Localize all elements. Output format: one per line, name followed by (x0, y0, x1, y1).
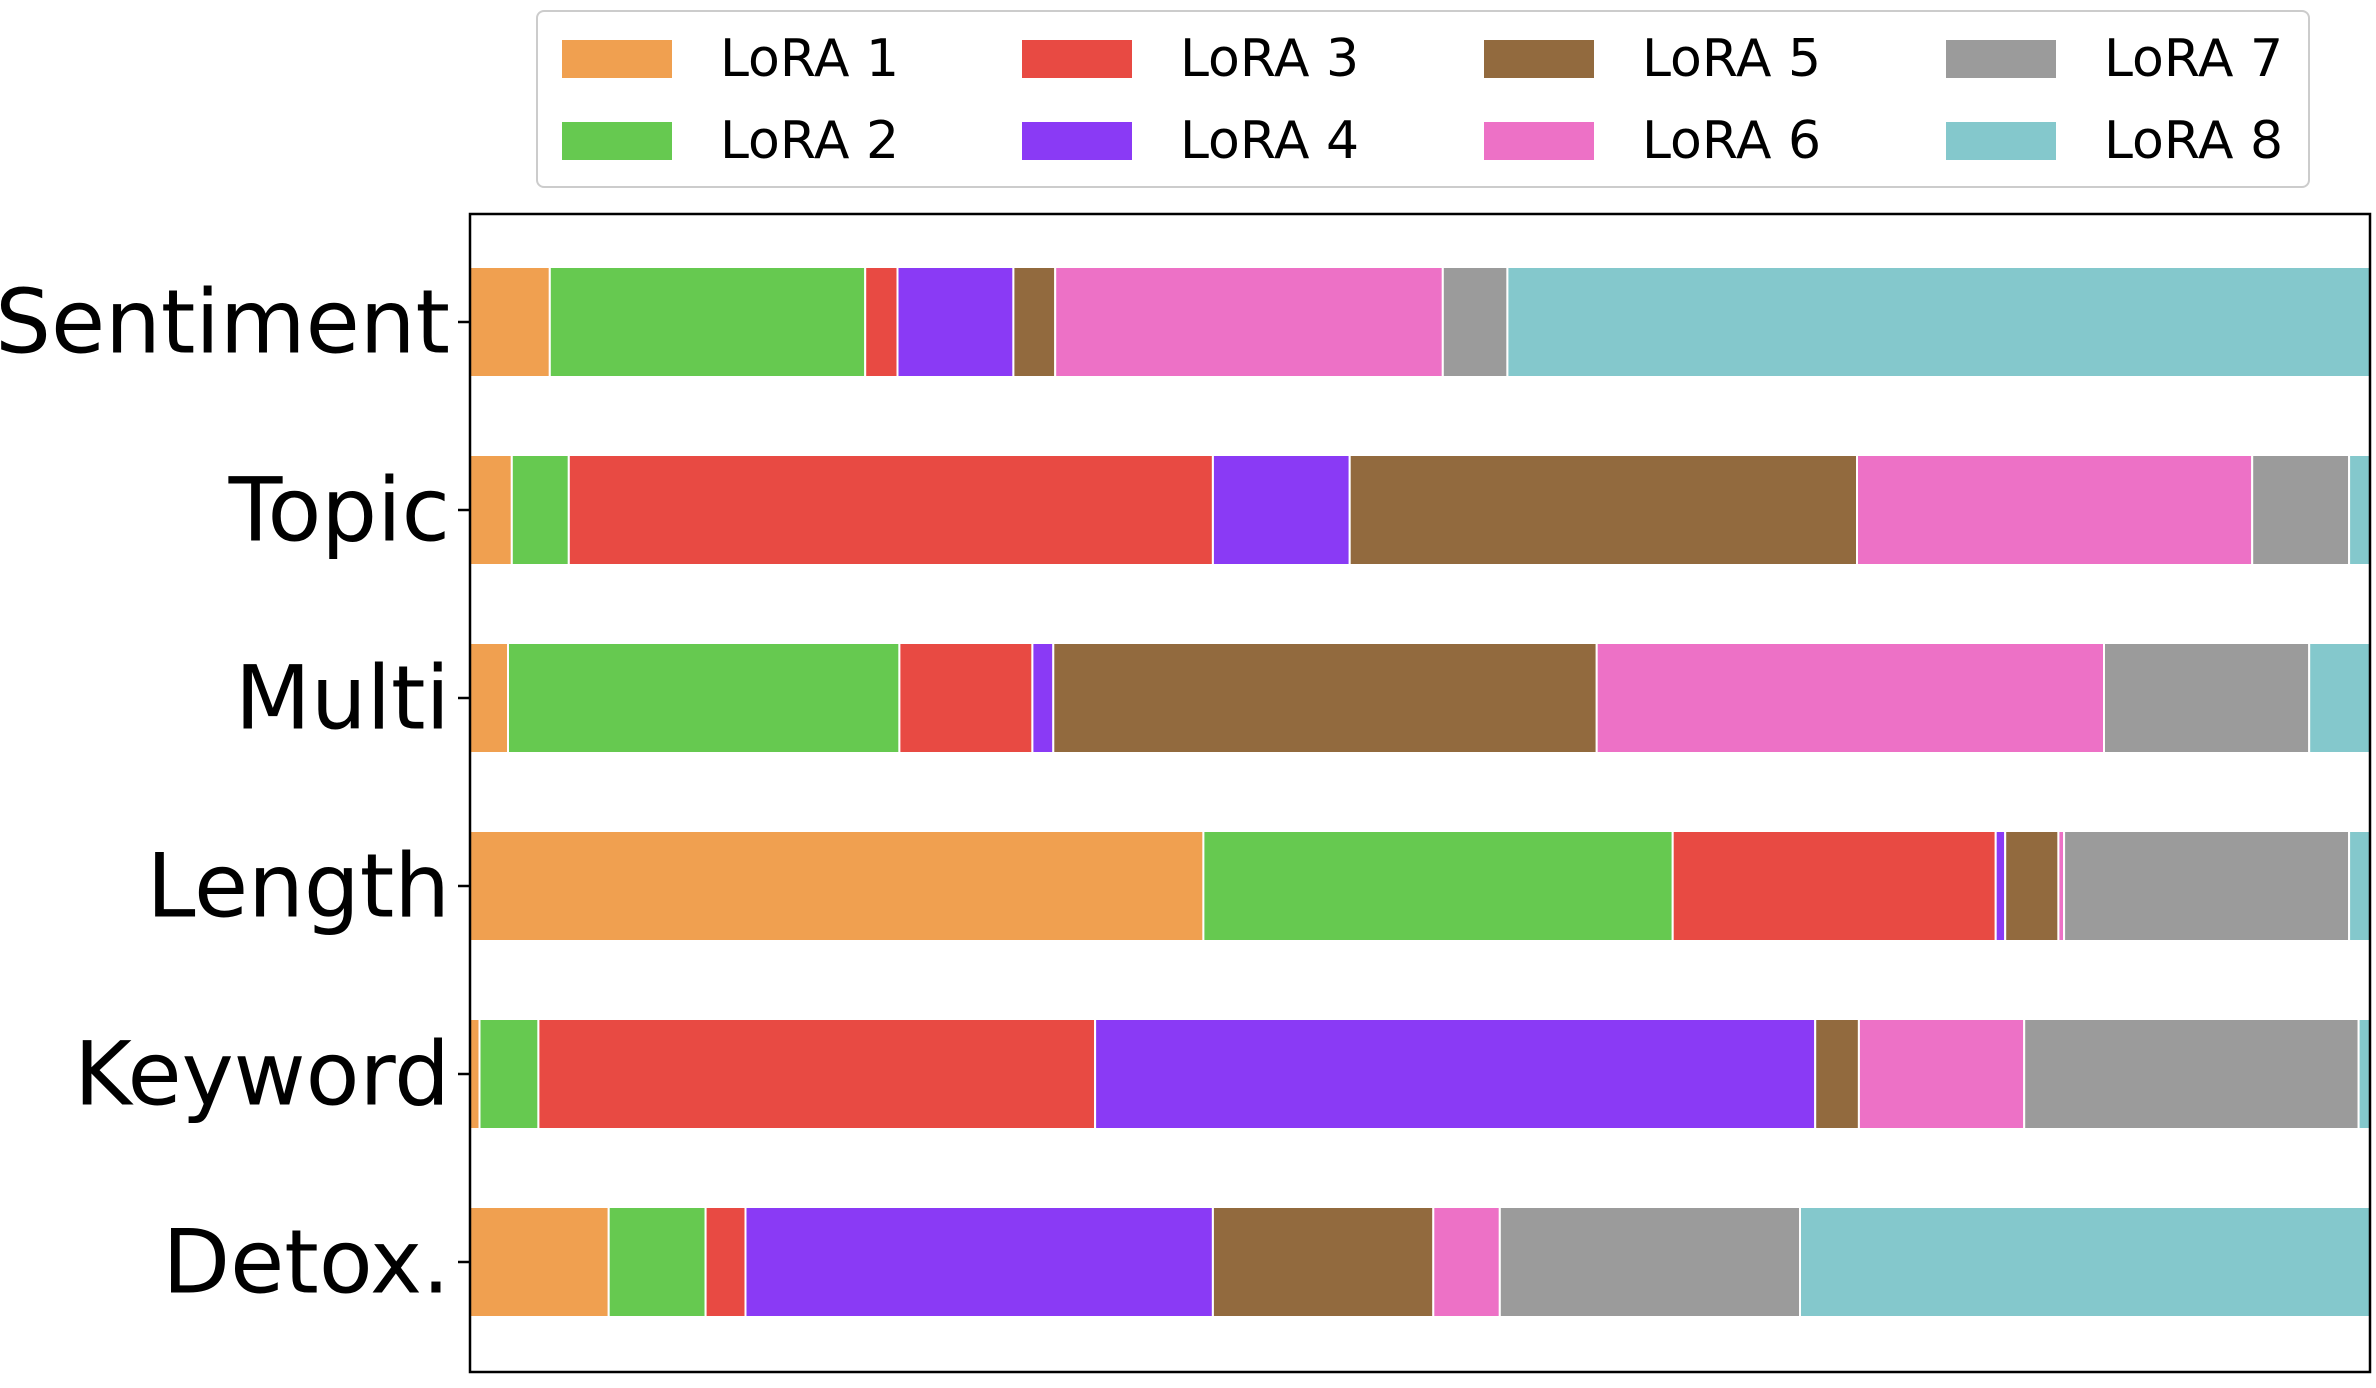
bar-segment-keyword-lora-8 (2357, 1018, 2372, 1130)
bar-segment-multi-lora-5 (1052, 642, 1598, 754)
bar-segment-sentiment-lora-1 (469, 266, 551, 378)
legend-item: LoRA 3 (1022, 29, 1360, 89)
bar-segment-topic-lora-8 (2348, 454, 2372, 566)
y-axis-labels: Sentiment Topic Multi Length Keyword Detox. (0, 271, 450, 1314)
bar-segment-detox-lora-1 (469, 1206, 610, 1318)
legend-label: LoRA 4 (1180, 111, 1360, 171)
bar-segment-topic-lora-5 (1348, 454, 1858, 566)
bar-segment-topic-lora-1 (469, 454, 513, 566)
legend-label: LoRA 1 (720, 29, 900, 89)
legend-item: LoRA 7 (1946, 29, 2284, 89)
bar-segment-keyword-lora-7 (2023, 1018, 2360, 1130)
bar-segment-sentiment-lora-5 (1012, 266, 1057, 378)
bar-segment-length-lora-8 (2348, 830, 2372, 942)
bar-segment-detox-lora-7 (1498, 1206, 1802, 1318)
legend-swatch (562, 40, 672, 78)
legend-label: LoRA 6 (1642, 111, 1822, 171)
bar-segment-length-lora-2 (1202, 830, 1674, 942)
bar-segment-topic-lora-4 (1211, 454, 1351, 566)
bar-segment-sentiment-lora-2 (548, 266, 867, 378)
bar-segment-length-lora-1 (469, 830, 1205, 942)
bar-segment-length-lora-4 (1994, 830, 2007, 942)
legend-swatch (1022, 40, 1132, 78)
bar-segment-length-lora-3 (1671, 830, 1997, 942)
bars-group (469, 266, 2372, 1318)
legend-swatch (1484, 40, 1594, 78)
bar-segment-multi-lora-3 (898, 642, 1034, 754)
plot-frame (468, 212, 2372, 1374)
bar-segment-sentiment-lora-7 (1441, 266, 1509, 378)
legend-label: LoRA 7 (2104, 29, 2284, 89)
bar-segment-keyword-lora-1 (469, 1018, 481, 1130)
legend-item: LoRA 8 (1946, 111, 2284, 171)
legend: LoRA 1 LoRA 2 LoRA 3 LoRA 4 LoRA 5 LoRA 6 LoRA… (536, 10, 2310, 188)
legend-swatch (1022, 122, 1132, 160)
bar-segment-detox-lora-3 (704, 1206, 747, 1318)
bar-segment-detox-lora-2 (607, 1206, 707, 1318)
bar-segment-multi-lora-6 (1595, 642, 2105, 754)
bar-segment-sentiment-lora-8 (1506, 266, 2371, 378)
legend-label: LoRA 2 (720, 111, 900, 171)
legend-item: LoRA 2 (562, 111, 900, 171)
bar-segment-multi-lora-1 (469, 642, 509, 754)
bar-segment-sentiment-lora-4 (896, 266, 1015, 378)
y-tick-label: Length (146, 835, 450, 938)
y-tick-label: Keyword (74, 1023, 450, 1126)
legend-item: LoRA 5 (1484, 29, 1822, 89)
bar-segment-keyword-lora-4 (1094, 1018, 1817, 1130)
bar-segment-keyword-lora-3 (537, 1018, 1097, 1130)
bar-segment-topic-lora-6 (1856, 454, 2254, 566)
legend-swatch (562, 122, 672, 160)
bar-segment-sentiment-lora-6 (1054, 266, 1444, 378)
bar-segment-multi-lora-8 (2308, 642, 2371, 754)
legend-item: LoRA 1 (562, 29, 900, 89)
legend-label: LoRA 3 (1180, 29, 1360, 89)
bar-segment-topic-lora-7 (2251, 454, 2351, 566)
bar-segment-length-lora-7 (2063, 830, 2351, 942)
bar-segment-length-lora-5 (2004, 830, 2060, 942)
bar-segment-detox-lora-5 (1211, 1206, 1435, 1318)
bar-segment-keyword-lora-2 (478, 1018, 540, 1130)
legend-item: LoRA 6 (1484, 111, 1822, 171)
legend-label: LoRA 5 (1642, 29, 1822, 89)
bar-segment-detox-lora-4 (744, 1206, 1214, 1318)
y-tick-label: Detox. (162, 1211, 450, 1314)
bar-segment-detox-lora-6 (1432, 1206, 1501, 1318)
bar-segment-multi-lora-7 (2103, 642, 2311, 754)
y-tick-label: Topic (228, 459, 450, 562)
legend-swatch (1946, 122, 2056, 160)
bar-segment-topic-lora-3 (567, 454, 1214, 566)
bar-segment-multi-lora-2 (507, 642, 901, 754)
bar-segment-keyword-lora-6 (1857, 1018, 2026, 1130)
bar-segment-multi-lora-4 (1031, 642, 1055, 754)
bar-segment-topic-lora-2 (510, 454, 570, 566)
y-axis-ticks (458, 320, 470, 1264)
legend-item: LoRA 4 (1022, 111, 1360, 171)
y-tick-label: Sentiment (0, 271, 450, 374)
bar-segment-sentiment-lora-3 (864, 266, 899, 378)
y-tick-label: Multi (235, 647, 450, 750)
legend-label: LoRA 8 (2104, 111, 2284, 171)
bar-segment-detox-lora-8 (1799, 1206, 2371, 1318)
legend-swatch (1484, 122, 1594, 160)
legend-swatch (1946, 40, 2056, 78)
bar-segment-keyword-lora-5 (1814, 1018, 1860, 1130)
